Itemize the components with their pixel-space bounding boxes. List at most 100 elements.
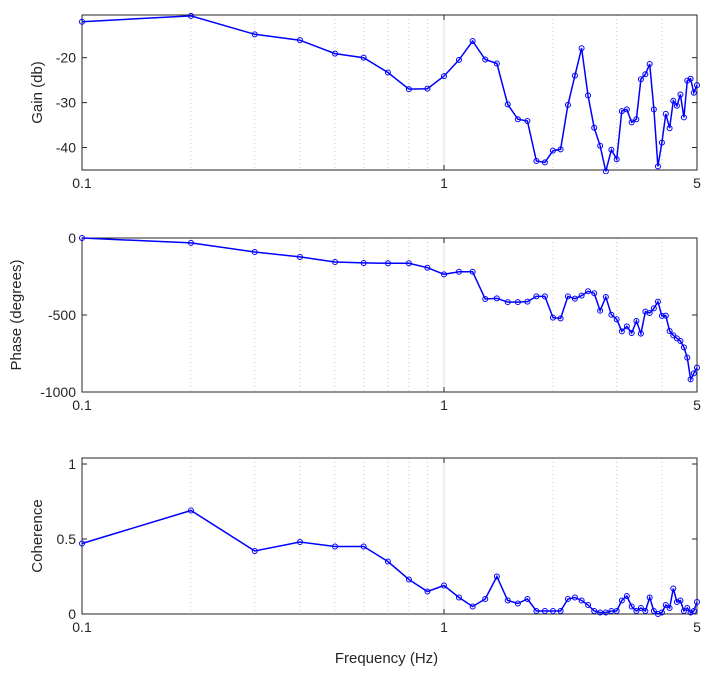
data-point <box>578 292 585 299</box>
y-tick-label: -40 <box>56 140 76 156</box>
x-tick-label: 0.1 <box>72 619 92 635</box>
x-tick-label: 1 <box>440 619 448 635</box>
data-point <box>680 114 687 121</box>
data-point <box>608 311 615 318</box>
data-point <box>633 318 640 325</box>
data-point <box>673 102 680 109</box>
data-point <box>360 543 367 550</box>
y-tick-label: -20 <box>56 50 76 66</box>
x-tick-label: 0.1 <box>72 397 92 413</box>
data-point <box>296 253 303 260</box>
data-point <box>628 603 635 610</box>
data-series <box>79 507 700 617</box>
data-point <box>549 147 556 154</box>
data-point <box>557 608 564 614</box>
data-point <box>533 608 540 614</box>
subplot-1: 0.1 1 5 -40 -30 -20 Gain (db) <box>29 12 701 191</box>
data-point <box>524 596 531 602</box>
data-series <box>79 12 700 174</box>
y-tick-label: -30 <box>56 95 76 111</box>
data-point <box>187 12 194 19</box>
data-point <box>662 312 669 319</box>
data-point <box>658 312 665 319</box>
data-point <box>591 290 598 297</box>
data-point <box>533 293 540 300</box>
data-point <box>684 77 691 84</box>
data-point <box>687 609 694 616</box>
data-point <box>504 597 511 604</box>
data-point <box>187 239 194 246</box>
data-point <box>602 609 609 616</box>
data-point <box>79 540 85 547</box>
data-point <box>332 50 339 57</box>
data-point <box>690 370 697 377</box>
y-tick-label: 0 <box>68 606 76 622</box>
y-tick-label: -500 <box>48 307 76 323</box>
y-axis-label: Coherence <box>29 499 46 572</box>
data-point <box>440 73 447 80</box>
data-point <box>658 139 665 146</box>
data-point <box>618 108 625 115</box>
y-axis-label: Gain (db) <box>29 61 46 124</box>
data-point <box>424 264 431 271</box>
x-tick-label: 1 <box>440 397 448 413</box>
series-line <box>81 509 698 615</box>
data-point <box>694 364 700 371</box>
data-point <box>602 168 609 174</box>
data-point <box>251 31 258 38</box>
subplot-2: 0.1 1 5 -1000 -500 0 Phase (degrees) <box>8 230 701 413</box>
data-point <box>623 323 630 330</box>
data-point <box>564 596 571 602</box>
data-point <box>618 328 625 335</box>
data-point <box>666 605 673 611</box>
axes-box <box>81 457 698 615</box>
data-point <box>646 60 653 67</box>
data-point <box>541 608 548 614</box>
data-point <box>405 576 412 583</box>
data-point <box>585 92 592 99</box>
y-tick-label: 1 <box>68 456 76 472</box>
data-point <box>666 328 673 335</box>
data-point <box>633 608 640 614</box>
data-point <box>658 609 665 616</box>
data-point <box>597 307 604 314</box>
data-point <box>296 539 303 545</box>
data-point <box>677 338 684 345</box>
data-point <box>79 235 85 241</box>
data-point <box>360 259 367 266</box>
data-point <box>79 18 85 25</box>
data-point <box>440 271 447 278</box>
data-point <box>687 376 694 383</box>
data-point <box>608 146 615 153</box>
data-point <box>650 106 657 113</box>
data-point <box>384 558 391 565</box>
data-point <box>642 71 649 78</box>
data-point <box>585 288 592 295</box>
data-point <box>564 101 571 108</box>
data-point <box>687 75 694 82</box>
x-axis-label: Frequency (Hz) <box>335 650 438 667</box>
data-point <box>602 293 609 300</box>
data-point <box>591 608 598 614</box>
y-tick-label: 0 <box>68 230 76 246</box>
data-point <box>628 330 635 337</box>
data-point <box>694 599 700 605</box>
data-point <box>613 608 620 614</box>
data-point <box>677 91 684 98</box>
data-point <box>514 299 521 306</box>
data-point <box>690 608 697 614</box>
data-point <box>585 602 592 608</box>
data-point <box>469 38 476 45</box>
data-point <box>455 268 462 275</box>
x-tick-label: 0.1 <box>72 175 92 191</box>
data-point <box>440 582 447 589</box>
data-point <box>504 101 511 108</box>
data-point <box>673 599 680 605</box>
x-tick-label: 1 <box>440 175 448 191</box>
series-line <box>81 237 698 382</box>
data-point <box>623 106 630 113</box>
data-point <box>251 548 258 554</box>
data-point <box>296 37 303 44</box>
data-point <box>650 305 657 312</box>
